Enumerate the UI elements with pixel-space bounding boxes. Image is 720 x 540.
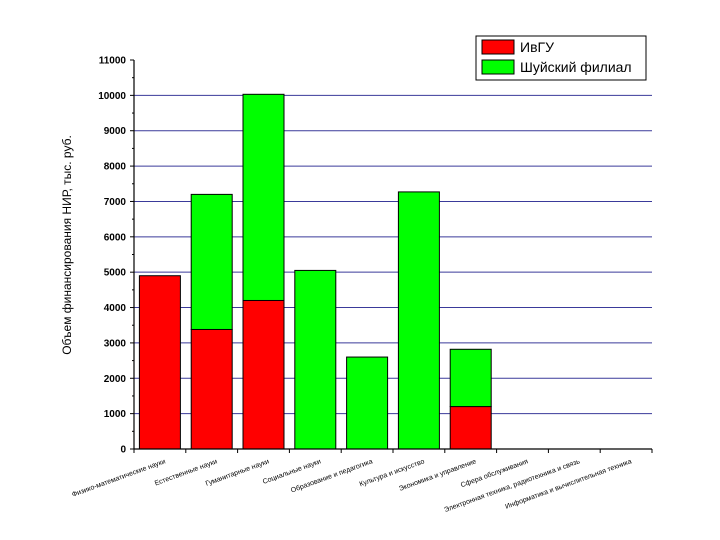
legend-label: ИвГУ <box>520 39 554 55</box>
legend-label: Шуйский филиал <box>520 59 632 75</box>
bars <box>138 93 492 450</box>
bar-segment-shuya-5 <box>397 191 440 450</box>
y-tick-label: 1000 <box>104 409 127 420</box>
legend-swatch <box>481 59 515 75</box>
bar-segment-ivgu-0 <box>138 275 181 450</box>
y-tick-label: 8000 <box>104 162 127 173</box>
x-tick-labels: Физико-математические наукиЕстественные … <box>71 457 633 514</box>
y-tick-labels: 0 1000 2000 3000 4000 5000 6000 7000 8000 9000 100… <box>98 56 126 456</box>
y-tick-label: 5000 <box>104 268 127 279</box>
y-tick-label: 4000 <box>104 303 127 314</box>
y-tick-label: 6000 <box>104 232 127 243</box>
bar-segment-ivgu-6 <box>449 406 492 450</box>
y-tick-label: 10000 <box>98 91 126 102</box>
bar-segment-ivgu-1 <box>190 328 233 450</box>
y-tick-label: 9000 <box>104 126 127 137</box>
y-axis-label: Объем финансирования НИР, тыс. руб. <box>60 135 74 355</box>
legend: ИвГУ Шуйский филиал <box>475 35 647 81</box>
bar-segment-shuya-1 <box>190 193 233 330</box>
x-tick-label: Физико-математические науки <box>71 458 166 498</box>
y-tick-label: 11000 <box>99 56 127 67</box>
y-tick-label: 2000 <box>104 374 127 385</box>
bar-segment-shuya-4 <box>346 356 389 450</box>
legend-swatch <box>481 39 515 55</box>
axes <box>130 59 653 453</box>
bar-segment-shuya-6 <box>449 348 492 408</box>
y-tick-label: 3000 <box>104 338 127 349</box>
x-tick-label: Образование и педагогика <box>290 457 374 494</box>
y-tick-label: 7000 <box>104 197 127 208</box>
bar-segment-ivgu-2 <box>242 299 285 450</box>
y-tick-label: 0 <box>120 445 126 456</box>
bar-segment-shuya-3 <box>294 269 337 450</box>
bar-segment-shuya-2 <box>242 93 285 301</box>
